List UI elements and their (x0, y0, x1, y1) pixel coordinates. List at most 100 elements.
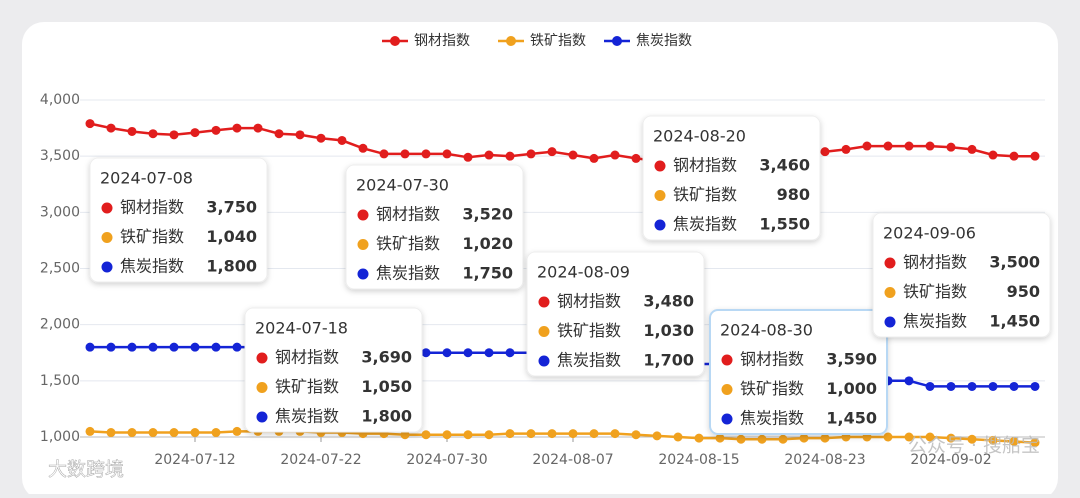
tooltip-value: 1,700 (643, 351, 694, 370)
data-point (925, 141, 935, 151)
tooltip-name: 铁矿指数 (275, 377, 339, 396)
tooltip: 2024-07-08 钢材指数 3,750 铁矿指数 1,040 焦炭指数 1,800 (89, 157, 268, 283)
series-line (89, 430, 1036, 444)
tooltip-value: 1,800 (206, 257, 257, 276)
tooltip-name: 焦炭指数 (275, 407, 339, 426)
legend-swatch (390, 36, 400, 46)
legend-item: 铁矿指数 (498, 33, 586, 49)
watermark: 大数跨境 (48, 459, 124, 481)
data-point (610, 150, 620, 160)
x-tick-label: 2024-08-07 (532, 452, 613, 468)
tooltip-box (89, 157, 268, 283)
tooltip-name: 钢材指数 (557, 292, 621, 311)
data-point (169, 342, 179, 352)
tooltip-dot (357, 268, 369, 280)
watermark: 公众号 · 搜船宝 (908, 435, 1040, 457)
data-point (799, 433, 809, 443)
tooltip-value: 3,480 (643, 292, 694, 311)
data-point (715, 433, 725, 443)
tooltip-value: 1,750 (462, 264, 513, 283)
tooltip-box (872, 212, 1051, 338)
tooltip-value: 3,520 (462, 205, 513, 224)
data-point (442, 430, 452, 440)
tooltip-name: 焦炭指数 (120, 257, 184, 276)
data-point (106, 123, 116, 133)
data-point (190, 428, 200, 438)
tooltip-value: 3,500 (989, 253, 1040, 272)
y-tick-label: 2,500 (40, 261, 80, 277)
tooltip: 2024-07-18 钢材指数 3,690 铁矿指数 1,050 焦炭指数 1,800 (244, 307, 423, 433)
data-point (547, 429, 557, 439)
data-point (463, 152, 473, 162)
legend-swatch (506, 36, 516, 46)
legend-label: 铁矿指数 (530, 33, 586, 49)
data-point (1030, 381, 1040, 391)
data-point (589, 429, 599, 439)
data-point (337, 135, 347, 145)
data-point (883, 432, 893, 442)
data-point (484, 348, 494, 358)
tooltip-name: 焦炭指数 (673, 215, 737, 234)
data-point (505, 348, 515, 358)
legend-item: 焦炭指数 (604, 33, 692, 49)
tooltip-name: 钢材指数 (120, 198, 184, 217)
data-point (778, 434, 788, 444)
tooltip-date: 2024-08-09 (537, 263, 630, 282)
data-point (568, 150, 578, 160)
data-point (904, 432, 914, 442)
data-point (274, 129, 284, 139)
tooltip-name: 钢材指数 (673, 156, 737, 175)
data-point (946, 433, 956, 443)
tooltip-name: 铁矿指数 (557, 321, 621, 340)
data-point (232, 123, 242, 133)
x-tick-label: 2024-08-15 (658, 452, 739, 468)
x-tick-label: 2024-08-23 (784, 452, 865, 468)
data-point (589, 153, 599, 163)
data-point (190, 342, 200, 352)
tooltip-box (345, 164, 524, 290)
tooltip: 2024-08-20 钢材指数 3,460 铁矿指数 980 焦炭指数 1,550 (642, 115, 821, 241)
tooltip-dot (101, 202, 113, 214)
data-point (127, 126, 137, 136)
data-point (1030, 438, 1040, 448)
tooltip: 2024-08-09 钢材指数 3,480 铁矿指数 1,030 焦炭指数 1,700 (526, 251, 705, 377)
tooltip-date: 2024-09-06 (883, 224, 976, 243)
data-point (484, 150, 494, 160)
data-point (904, 141, 914, 151)
data-point (169, 428, 179, 438)
data-point (967, 381, 977, 391)
tooltip-value: 1,030 (643, 321, 694, 340)
data-point (316, 133, 326, 143)
legend-label: 焦炭指数 (636, 33, 692, 49)
tooltip-dot (101, 232, 113, 243)
tooltip-dot (721, 413, 733, 425)
data-point (253, 123, 263, 133)
data-point (148, 342, 158, 352)
tooltip-value: 1,450 (826, 409, 877, 428)
x-tick-label: 2024-09-02 (910, 452, 991, 468)
y-tick-label: 2,000 (40, 317, 80, 333)
data-point (1009, 151, 1019, 161)
data-point (505, 429, 515, 439)
data-point (190, 128, 200, 138)
data-point (127, 428, 137, 438)
data-point (841, 144, 851, 154)
data-point (295, 130, 305, 140)
tooltip-value: 1,800 (361, 407, 412, 426)
data-point (85, 119, 95, 129)
data-point (925, 432, 935, 442)
tooltip-name: 铁矿指数 (903, 282, 967, 301)
data-point (400, 149, 410, 159)
data-point (568, 429, 578, 439)
data-point (400, 430, 410, 440)
tooltip-date: 2024-07-08 (100, 169, 193, 188)
tooltip-name: 钢材指数 (740, 350, 804, 369)
data-point (820, 433, 830, 443)
tooltip-box (244, 307, 423, 433)
data-point (211, 428, 221, 438)
tooltip-dot (101, 261, 113, 273)
tooltip-value: 1,050 (361, 377, 412, 396)
x-tick-label: 2024-07-30 (406, 452, 487, 468)
data-point (820, 147, 830, 157)
